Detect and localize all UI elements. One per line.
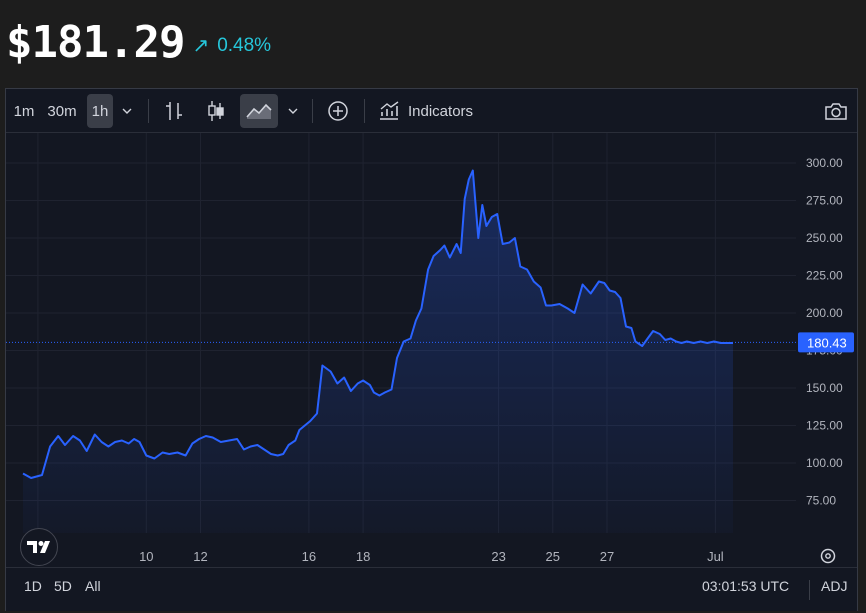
indicators-icon [378,101,400,121]
chevron-down-icon[interactable] [284,94,302,128]
x-tick-label: 16 [302,549,316,564]
current-price: $181.29 [6,16,185,68]
y-tick-label: 125.00 [806,419,843,433]
x-tick-label: 27 [600,549,614,564]
price-line [22,169,733,479]
price-header: $181.29 ↗ 0.48% [6,14,271,70]
chart-area[interactable]: 75.00100.00125.00150.00175.00200.00225.0… [6,133,857,566]
arrow-up-right-icon: ↗ [192,34,210,57]
price-chart[interactable]: 75.00100.00125.00150.00175.00200.00225.0… [6,133,857,566]
x-tick-label: Jul [707,549,724,564]
camera-icon[interactable] [820,94,852,128]
bottom-separator [809,580,810,600]
x-tick-label: 12 [193,549,207,564]
area-chart-icon[interactable] [240,94,278,128]
utc-clock[interactable]: 03:01:53 UTC [702,578,790,594]
chart-toolbar: 1m 30m 1h [6,89,857,133]
x-tick-label: 18 [356,549,370,564]
current-price-label: 180.43 [807,335,847,350]
y-tick-label: 300.00 [806,156,843,170]
area-fill [23,170,733,533]
interval-1h-button[interactable]: 1h [87,94,113,128]
toolbar-separator [364,99,365,123]
y-tick-label: 275.00 [806,194,843,208]
interval-1m-button[interactable]: 1m [13,102,35,120]
y-tick-label: 150.00 [806,381,843,395]
indicators-button[interactable]: Indicators [378,94,490,128]
y-tick-label: 250.00 [806,231,843,245]
range-1d-button[interactable]: 1D [24,578,42,594]
current-price-tag [798,332,854,353]
x-tick-label: 23 [491,549,505,564]
chart-widget: 1m 30m 1h [5,88,858,611]
y-tick-label: 225.00 [806,269,843,283]
candles-icon[interactable] [202,94,230,128]
toolbar-separator [148,99,149,123]
x-tick-label: 10 [139,549,153,564]
price-change-percent: 0.48% [217,35,272,56]
x-tick-label: 25 [546,549,560,564]
range-5d-button[interactable]: 5D [54,578,72,594]
indicators-label: Indicators [408,102,474,120]
chevron-down-icon[interactable] [118,94,136,128]
y-tick-label: 75.00 [806,494,836,508]
y-tick-label: 200.00 [806,306,843,320]
y-tick-label: 100.00 [806,456,843,470]
toolbar-separator [312,99,313,123]
tradingview-logo[interactable] [20,528,58,566]
bar-chart-icon[interactable] [160,94,188,128]
settings-gear-icon[interactable] [820,548,836,564]
interval-30m-button[interactable]: 30m [47,102,77,120]
compare-plus-icon[interactable] [324,94,352,128]
range-all-button[interactable]: All [85,578,101,594]
bottom-bar: 1D 5D All 03:01:53 UTC ADJ [6,567,857,611]
adj-toggle[interactable]: ADJ [821,578,848,594]
